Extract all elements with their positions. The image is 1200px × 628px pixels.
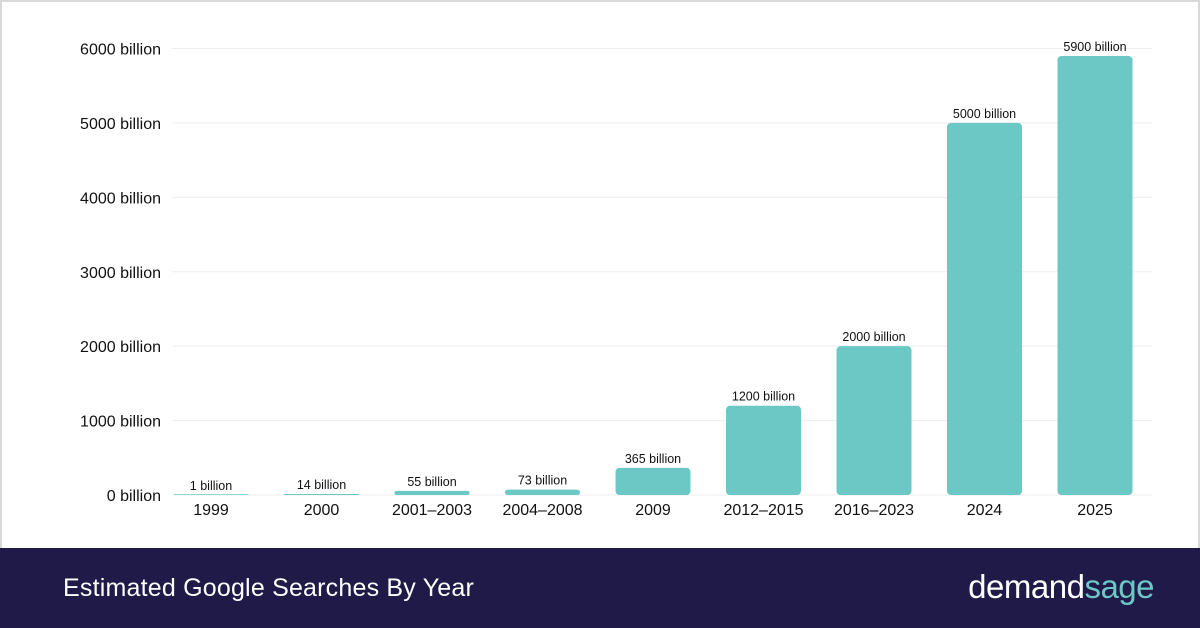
brand-logo: demandsage — [968, 548, 1154, 628]
bar — [284, 493, 359, 495]
chart-area: 0 billion 1000 billion 2000 billion 3000 bi… — [0, 0, 1200, 548]
y-tick-label: 2000 billion — [80, 339, 161, 356]
x-tick-label: 2012–2015 — [723, 502, 803, 519]
data-label: 14 billion — [297, 478, 346, 492]
data-label: 2000 billion — [842, 330, 905, 344]
y-tick-label: 5000 billion — [80, 116, 161, 133]
data-label: 5900 billion — [1063, 40, 1126, 54]
y-tick-label: 4000 billion — [80, 190, 161, 207]
bar — [726, 405, 801, 495]
data-label: 1 billion — [190, 479, 232, 493]
data-label: 365 billion — [625, 452, 681, 466]
y-tick-label: 3000 billion — [80, 265, 161, 282]
x-tick-label: 1999 — [193, 502, 229, 519]
bar — [836, 346, 912, 495]
footer-banner: Estimated Google Searches By Year demand… — [0, 548, 1200, 628]
x-tick-label: 2016–2023 — [834, 502, 914, 519]
data-label: 73 billion — [518, 474, 567, 488]
data-label: 1200 billion — [732, 390, 795, 404]
bar — [173, 494, 249, 495]
bar — [1057, 55, 1133, 496]
bar — [615, 467, 691, 495]
y-tick-label: 0 billion — [107, 488, 161, 505]
x-tick-label: 2001–2003 — [392, 502, 472, 519]
data-label: 55 billion — [407, 475, 456, 489]
chart-title: Estimated Google Searches By Year — [63, 574, 475, 602]
x-tick-label: 2024 — [967, 502, 1003, 519]
x-tick-label: 2025 — [1077, 502, 1113, 519]
x-tick-label: 2000 — [304, 502, 340, 519]
brand-logo-part-demand: demand — [968, 568, 1085, 605]
brand-logo-part-sage: sage — [1084, 568, 1154, 605]
x-tick-label: 2004–2008 — [502, 502, 582, 519]
bar — [947, 122, 1022, 496]
bar — [394, 490, 470, 495]
bar — [505, 489, 580, 495]
y-tick-label: 6000 billion — [80, 42, 161, 59]
bar-chart: 0 billion 1000 billion 2000 billion 3000 bi… — [80, 40, 1152, 519]
y-tick-label: 1000 billion — [80, 414, 161, 431]
data-label: 5000 billion — [953, 107, 1016, 121]
x-tick-label: 2009 — [635, 502, 671, 519]
